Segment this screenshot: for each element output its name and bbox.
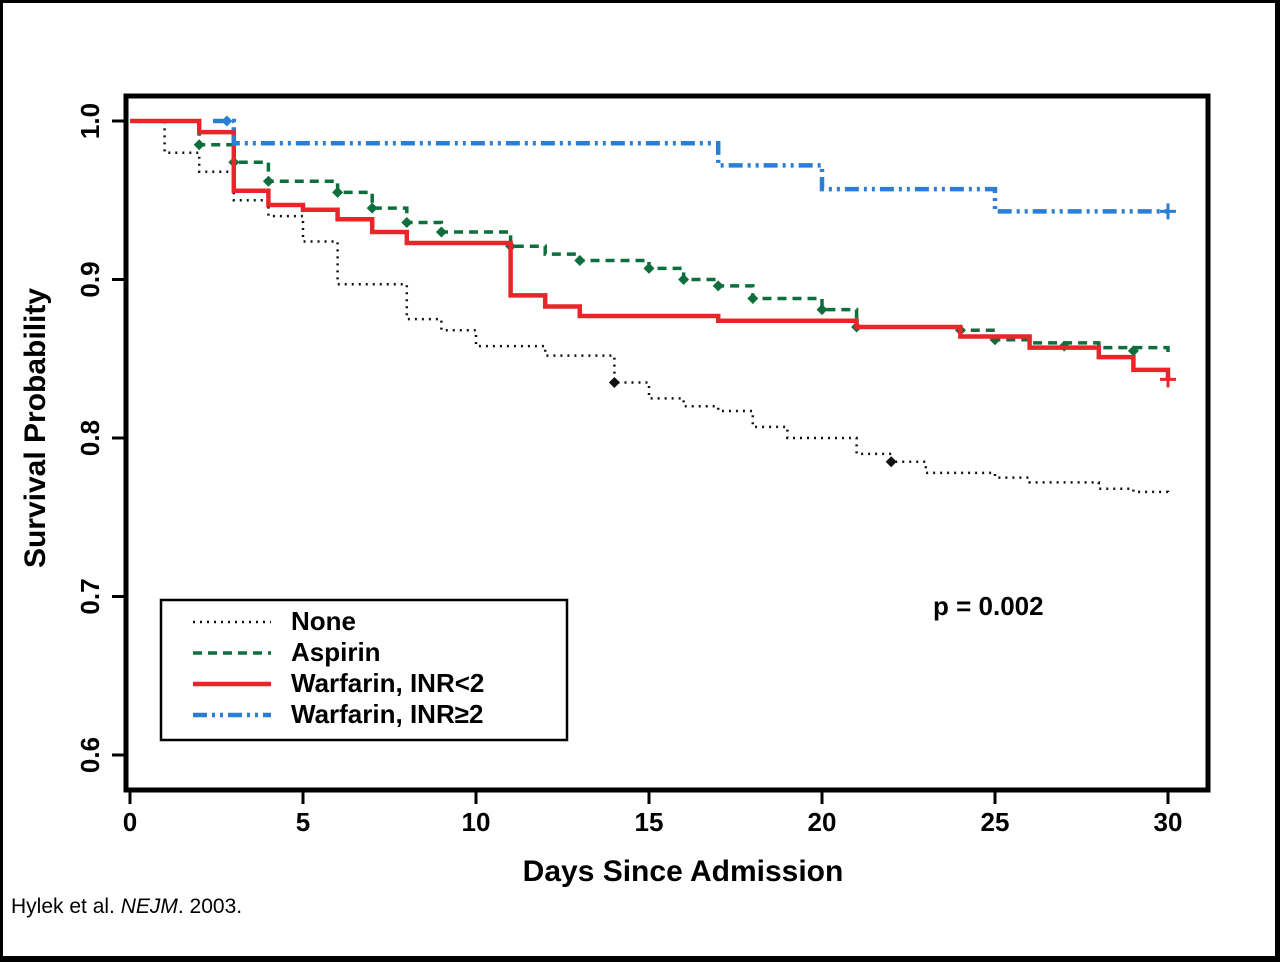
legend-item-label: Aspirin [291, 637, 381, 667]
legend-item-label: Warfarin, INR<2 [291, 668, 484, 698]
event-marker-diamond [1127, 345, 1139, 357]
event-marker-diamond [435, 226, 447, 238]
event-marker-diamond [643, 262, 655, 274]
event-marker-diamond [816, 304, 828, 316]
x-tick-label: 25 [981, 807, 1010, 837]
series-line [130, 119, 1170, 494]
event-marker-diamond [574, 254, 586, 266]
event-marker-diamond [221, 115, 233, 127]
x-tick-label: 30 [1154, 807, 1183, 837]
y-tick-label: 0.7 [75, 578, 105, 614]
legend-item-label: Warfarin, INR≥2 [291, 699, 483, 729]
event-marker-diamond [712, 280, 724, 292]
series-line [130, 119, 1170, 354]
event-marker-diamond [193, 139, 205, 151]
axes: 0 5 10 15 20 25 30 1.0 0.9 0.8 0.7 0.6 [75, 103, 1182, 837]
event-marker-diamond [885, 456, 897, 468]
legend-item-label: None [291, 606, 356, 636]
x-tick-label: 15 [635, 807, 664, 837]
x-tick-label: 0 [123, 807, 137, 837]
event-marker-diamond [678, 274, 690, 285]
event-marker-diamond [608, 377, 620, 389]
plot-border [123, 93, 1211, 793]
plot-series [130, 115, 1176, 494]
event-marker-diamond [262, 175, 274, 187]
x-tick-label: 20 [808, 807, 837, 837]
y-tick-label: 0.9 [75, 261, 105, 297]
series-line [213, 118, 1168, 214]
event-marker-diamond [332, 186, 344, 198]
event-marker-diamond [366, 202, 378, 214]
x-tick-label: 10 [462, 807, 491, 837]
series-line [130, 118, 1171, 380]
event-marker-diamond [747, 293, 759, 305]
y-axis-title: Survival Probability [19, 288, 52, 568]
x-axis-title: Days Since Admission [523, 855, 844, 888]
y-tick-label: 0.6 [75, 737, 105, 773]
source-caption: Hylek et al. NEJM. 2003. [11, 895, 242, 918]
y-tick-label: 1.0 [75, 103, 105, 139]
x-tick-label: 5 [296, 807, 310, 837]
p-value-annotation: p = 0.002 [933, 591, 1044, 621]
y-tick-label: 0.8 [75, 420, 105, 456]
survival-chart: 0 5 10 15 20 25 301.00.90.80.70.6 NoneAspirinW… [11, 93, 1211, 918]
event-marker-diamond [401, 216, 413, 228]
